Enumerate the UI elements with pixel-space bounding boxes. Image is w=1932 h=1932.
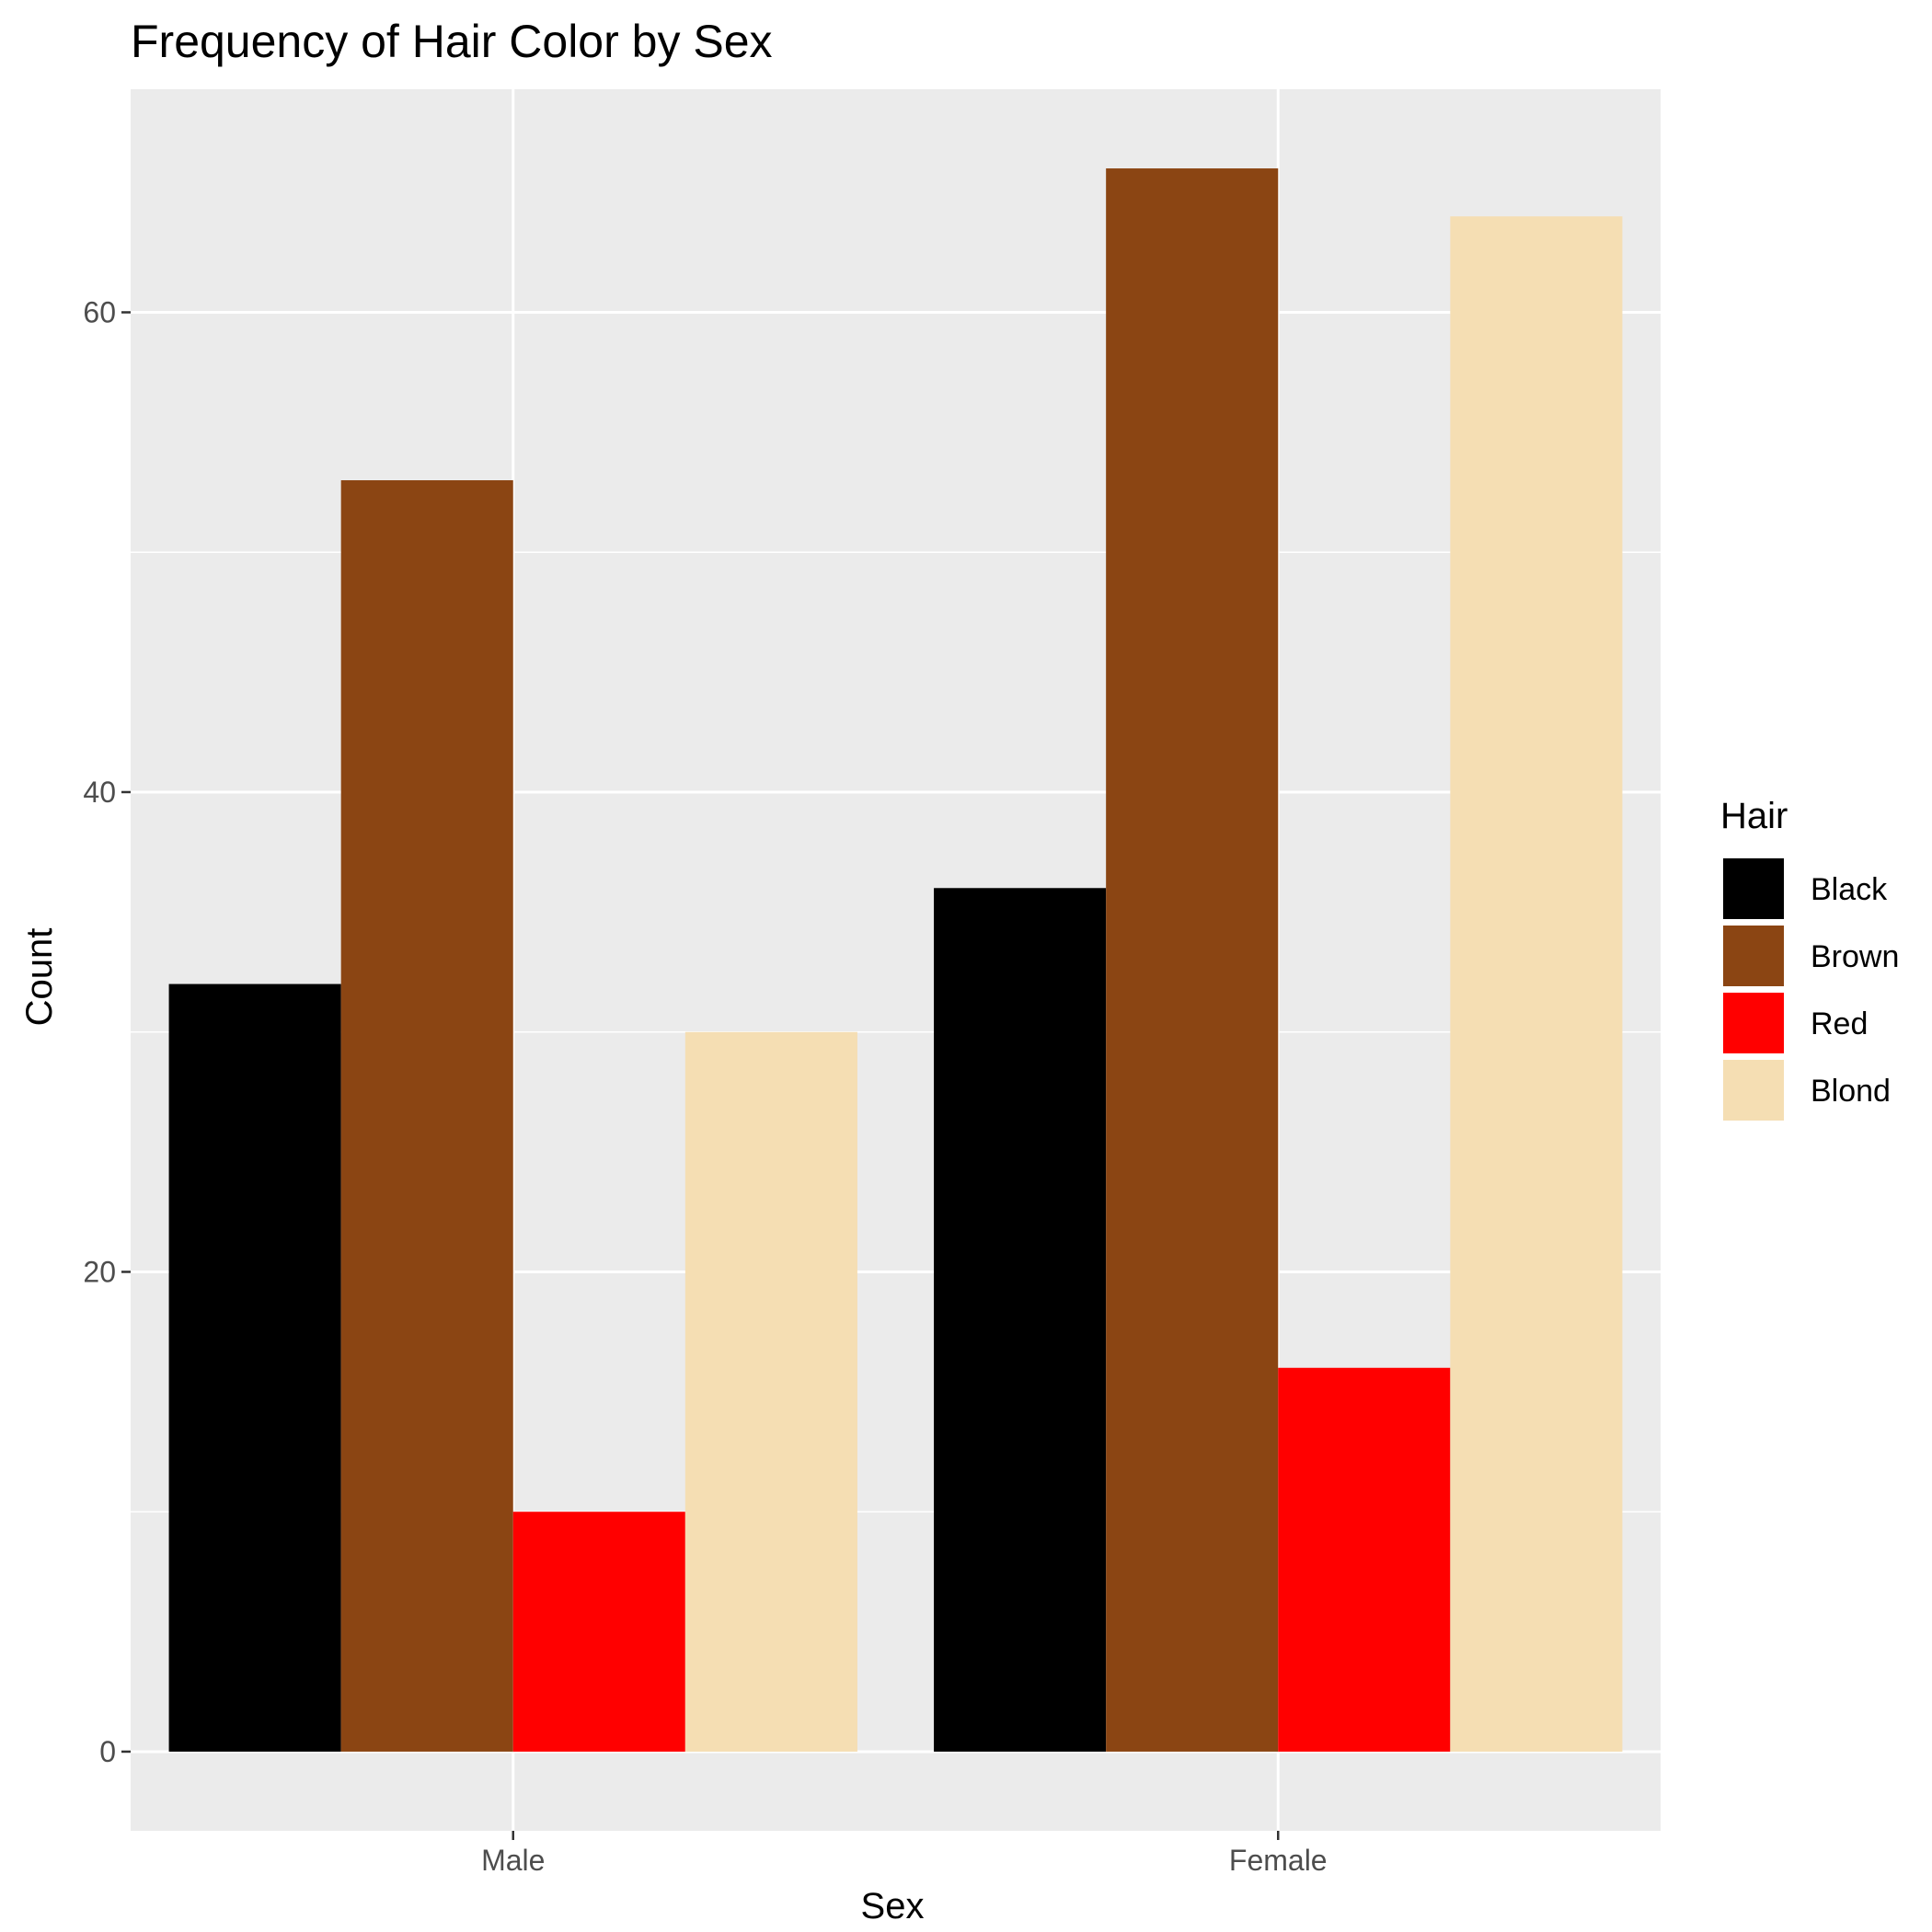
bars xyxy=(168,168,1623,1752)
x-axis: Male Female xyxy=(481,1831,1328,1877)
legend: Hair Black Brown Red Blond xyxy=(1720,796,1899,1122)
y-tick-label: 40 xyxy=(83,776,116,809)
legend-title: Hair xyxy=(1720,796,1788,836)
legend-items: Black Brown Red Blond xyxy=(1721,857,1899,1122)
bar-red-female xyxy=(1278,1367,1451,1752)
bar-red-male xyxy=(512,1512,685,1752)
y-axis-title: Count xyxy=(19,928,60,1027)
bar-blond-female xyxy=(1450,216,1623,1752)
bar-black-female xyxy=(934,888,1107,1752)
x-tick-label: Female xyxy=(1229,1844,1328,1877)
legend-key-blond xyxy=(1721,1058,1786,1122)
bar-brown-female xyxy=(1106,168,1279,1752)
x-tick-label: Male xyxy=(481,1844,545,1877)
bar-black-male xyxy=(168,983,341,1752)
chart-title: Frequency of Hair Color by Sex xyxy=(131,16,773,67)
x-axis-title: Sex xyxy=(861,1886,925,1926)
legend-key-black xyxy=(1721,857,1786,921)
y-axis: 0 20 40 60 xyxy=(83,295,131,1768)
bar-blond-male xyxy=(684,1031,857,1752)
y-tick-label: 0 xyxy=(99,1735,116,1768)
legend-label-blond: Blond xyxy=(1811,1074,1891,1109)
y-tick-label: 20 xyxy=(83,1255,116,1288)
legend-label-red: Red xyxy=(1811,1006,1868,1041)
y-tick-label: 60 xyxy=(83,295,116,328)
legend-label-brown: Brown xyxy=(1811,939,1899,974)
legend-key-brown xyxy=(1721,924,1786,988)
legend-label-black: Black xyxy=(1811,872,1888,907)
legend-key-red xyxy=(1721,991,1786,1055)
bar-brown-male xyxy=(340,480,513,1752)
